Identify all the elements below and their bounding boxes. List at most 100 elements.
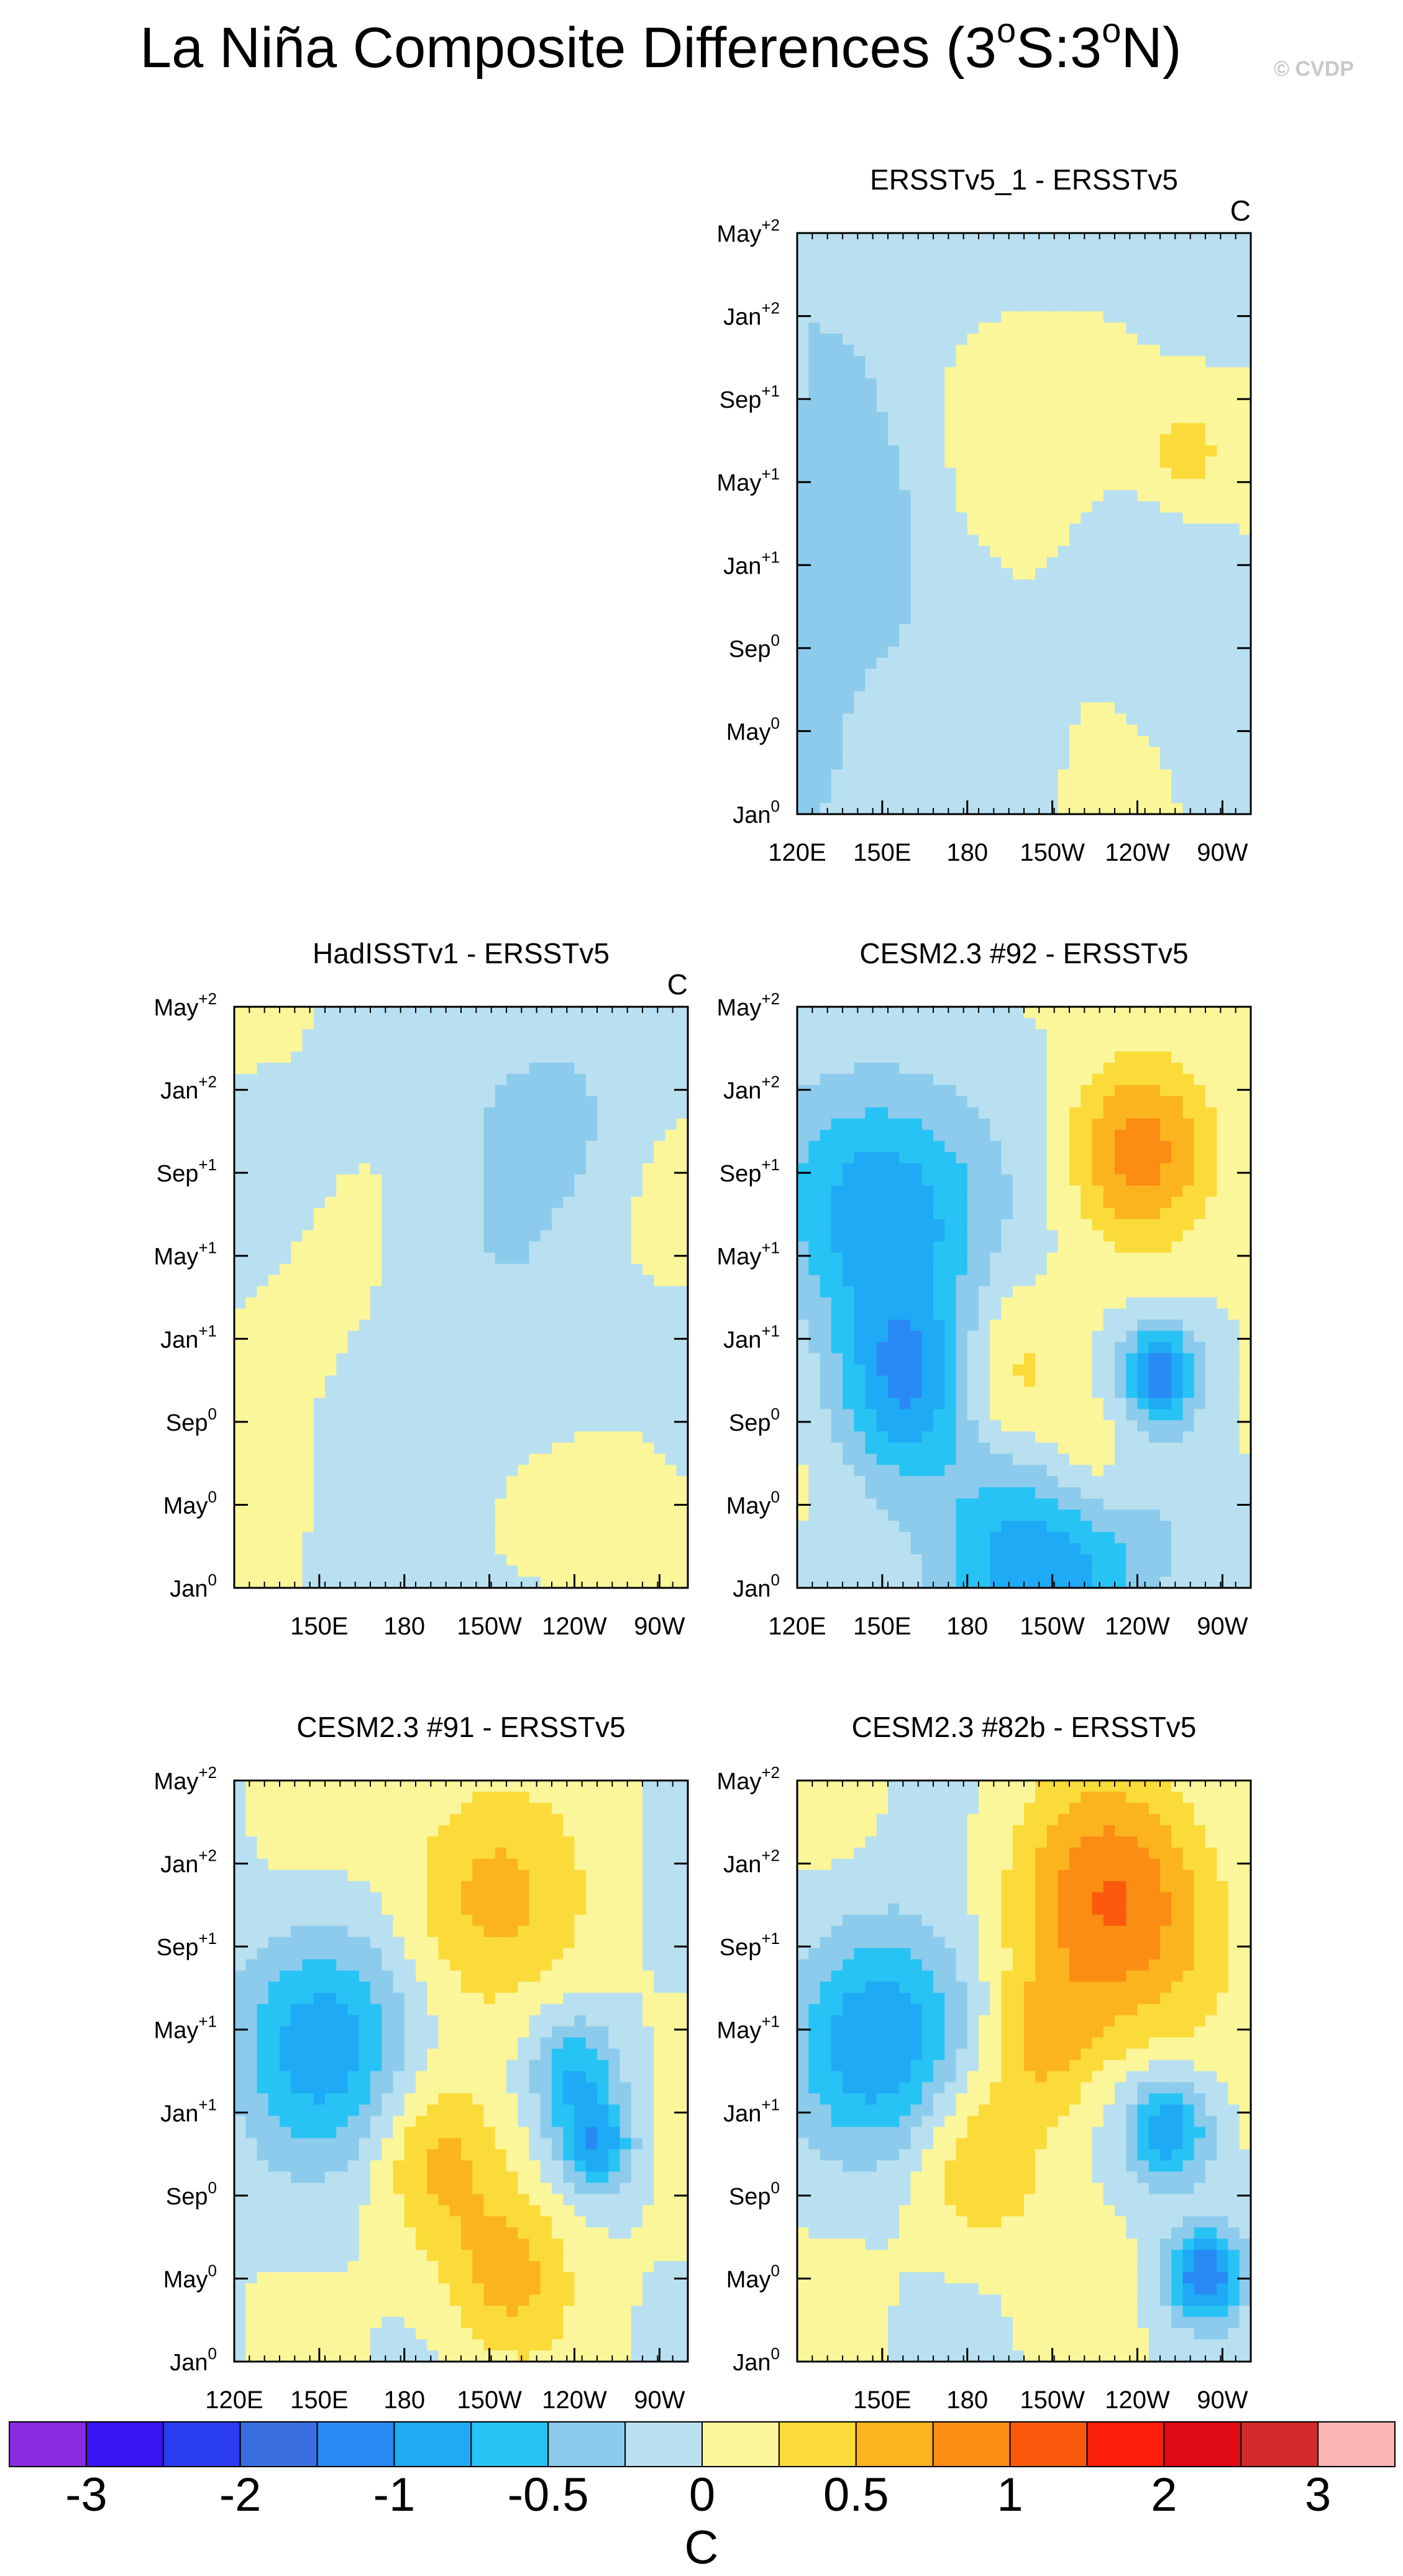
heatmap-cell: [831, 378, 843, 390]
heatmap-cell: [1081, 546, 1093, 558]
heatmap-cell: [1194, 311, 1206, 323]
heatmap-cell: [302, 1364, 314, 1376]
heatmap-cell: [370, 1308, 382, 1321]
heatmap-cell: [483, 1029, 496, 1041]
heatmap-cell: [585, 1118, 598, 1130]
heatmap-cell: [888, 635, 900, 647]
heatmap-cell: [574, 1263, 587, 1276]
heatmap-cell: [1012, 255, 1025, 267]
heatmap-cell: [506, 1565, 518, 1577]
heatmap-cell: [967, 479, 979, 491]
heatmap-cell: [1012, 758, 1025, 770]
heatmap-cell: [416, 1387, 427, 1398]
heatmap-cell: [1103, 445, 1115, 457]
heatmap-cell: [1194, 568, 1206, 580]
heatmap-cell: [990, 1152, 1002, 1164]
heatmap-cell: [921, 445, 934, 457]
heatmap-cell: [642, 1152, 654, 1164]
heatmap-cell: [619, 1263, 632, 1276]
heatmap-cell: [1239, 378, 1251, 390]
heatmap-cell: [944, 434, 957, 446]
heatmap-cell: [831, 602, 843, 613]
heatmap-cell: [797, 333, 809, 346]
heatmap-cell: [1182, 1029, 1195, 1041]
heatmap-cell: [574, 1118, 587, 1130]
y-tick-label: Jan+2: [160, 1073, 217, 1104]
heatmap-cell: [359, 1152, 371, 1164]
heatmap-cell: [1035, 490, 1048, 502]
heatmap-cell: [552, 1263, 564, 1276]
heatmap-cell: [302, 1084, 314, 1097]
heatmap-cell: [797, 803, 809, 814]
heatmap-cell: [336, 1084, 349, 1097]
heatmap-cell: [642, 1554, 654, 1566]
heatmap-cell: [1217, 1073, 1229, 1086]
heatmap-cell: [956, 725, 968, 736]
heatmap-cell: [956, 322, 968, 334]
heatmap-cell: [979, 1152, 990, 1164]
heatmap-cell: [336, 1196, 349, 1209]
heatmap-cell: [1092, 534, 1104, 547]
heatmap-cell: [865, 378, 877, 390]
heatmap-cell: [1194, 1118, 1206, 1130]
heatmap-cell: [876, 792, 889, 804]
heatmap-cell: [552, 1129, 564, 1142]
heatmap-cell: [933, 333, 945, 346]
heatmap-cell: [899, 523, 912, 536]
heatmap-cell: [921, 691, 934, 703]
heatmap-cell: [325, 1297, 337, 1309]
heatmap-cell: [979, 378, 990, 390]
heatmap-cell: [1012, 658, 1025, 669]
heatmap-cell: [831, 792, 843, 804]
heatmap-cell: [676, 1029, 688, 1041]
heatmap-cell: [820, 311, 832, 323]
heatmap-cell: [438, 1029, 450, 1041]
heatmap-cell: [910, 725, 923, 736]
heatmap-cell: [1069, 434, 1081, 446]
heatmap-cell: [1001, 602, 1013, 613]
heatmap-cell: [1205, 646, 1217, 658]
heatmap-cell: [1160, 781, 1172, 792]
heatmap-cell: [1001, 344, 1013, 357]
heatmap-cell: [313, 1275, 326, 1287]
heatmap-cell: [1126, 1007, 1138, 1019]
heatmap-cell: [291, 1196, 303, 1209]
heatmap-cell: [1148, 501, 1161, 513]
heatmap-cell: [393, 1554, 405, 1566]
heatmap-cell: [1035, 1007, 1048, 1019]
heatmap-cell: [552, 1521, 564, 1533]
heatmap-cell: [619, 1420, 632, 1432]
heatmap-cell: [280, 1208, 291, 1220]
heatmap-cell: [990, 635, 1002, 647]
heatmap-cell: [472, 1040, 485, 1052]
heatmap-cell: [280, 1409, 291, 1421]
y-tick-label: May+2: [154, 989, 217, 1021]
heatmap-cell: [843, 1040, 854, 1052]
heatmap-cell: [234, 1073, 246, 1086]
heatmap-cell: [1171, 266, 1184, 278]
heatmap-cell: [245, 1398, 258, 1409]
heatmap-cell: [608, 1275, 621, 1287]
heatmap-cell: [1182, 736, 1195, 748]
heatmap-cell: [876, 1051, 889, 1063]
heatmap-cell: [619, 1286, 632, 1298]
heatmap-cell: [876, 557, 889, 569]
heatmap-cell: [990, 534, 1002, 547]
heatmap-cell: [1012, 1017, 1025, 1030]
heatmap-cell: [899, 378, 912, 390]
heatmap-cell: [585, 1174, 598, 1186]
heatmap-cell: [1205, 1152, 1217, 1164]
heatmap-cell: [472, 1510, 485, 1521]
heatmap-cell: [608, 1040, 621, 1052]
heatmap-cell: [1182, 445, 1195, 457]
heatmap-cell: [291, 1040, 303, 1052]
heatmap-cell: [585, 1331, 598, 1343]
heatmap-cell: [899, 456, 912, 469]
heatmap-cell: [313, 1163, 326, 1175]
y-tick-label: Jan+2: [723, 299, 780, 331]
heatmap-cell: [1001, 378, 1013, 390]
heatmap-cell: [416, 1062, 427, 1075]
heatmap-cell: [506, 1152, 518, 1164]
heatmap-cell: [619, 1476, 632, 1488]
heatmap-cell: [1239, 1129, 1251, 1142]
